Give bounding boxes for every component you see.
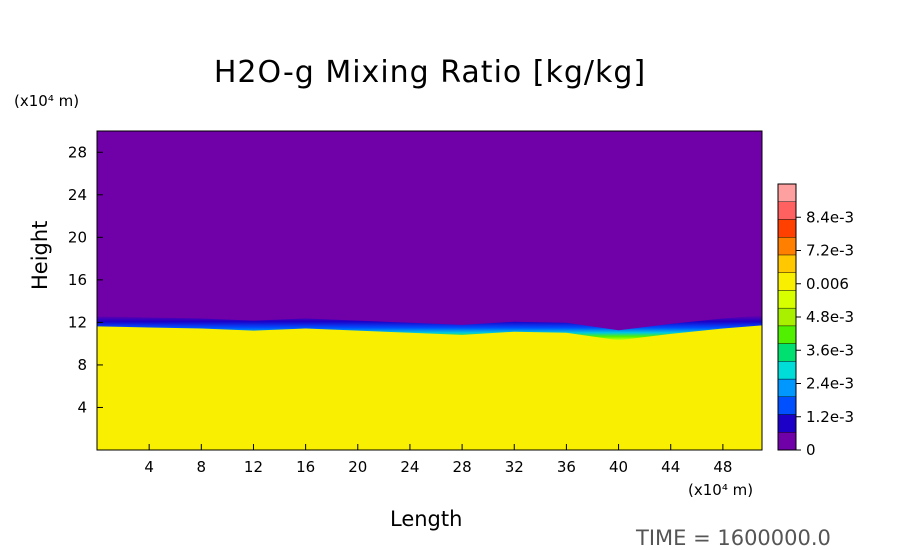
x-tick-label: 16: [296, 458, 315, 476]
y-axis-ticks: 4 8 12 16 20 24 28: [68, 143, 103, 416]
colorbar-tick-label: 8.4e-3: [806, 208, 854, 226]
colorbar-tick-label: 0: [806, 441, 816, 459]
colorbar-tick-label: 4.8e-3: [806, 308, 854, 326]
colorbar-segment: [777, 219, 797, 238]
x-axis-ticks: 4 8 12 16 20 24 28 32 36 40 44 48: [144, 444, 732, 476]
y-tick-label: 12: [68, 313, 87, 331]
colorbar-segment: [777, 290, 797, 309]
colorbar-tick-label: 7.2e-3: [806, 242, 854, 260]
y-tick-label: 24: [68, 186, 87, 204]
colorbar-tick-label: 3.6e-3: [806, 341, 854, 359]
colorbar-segment: [777, 183, 797, 202]
colorbar: 0 1.2e-3 2.4e-3 3.6e-3 4.8e-3 0.006 7.2e-3 8.4e…: [777, 183, 854, 459]
x-tick-label: 40: [609, 458, 628, 476]
y-tick-label: 4: [77, 398, 87, 416]
plot-frame: [96, 130, 763, 451]
colorbar-segment: [777, 361, 797, 380]
colorbar-segment: [777, 272, 797, 291]
colorbar-tick-label: 2.4e-3: [806, 375, 854, 393]
colorbar-segment: [777, 236, 797, 256]
x-tick-label: 36: [557, 458, 576, 476]
colorbar-segment: [777, 343, 797, 362]
x-tick-label: 20: [348, 458, 367, 476]
y-tick-label: 20: [68, 228, 87, 246]
colorbar-segment: [777, 396, 797, 415]
interface-band: [97, 315, 762, 341]
x-axis-label: Length: [390, 507, 463, 531]
chart-title: H2O-g Mixing Ratio [kg/kg]: [213, 55, 647, 90]
y-tick-label: 28: [68, 143, 87, 161]
x-tick-label: 4: [144, 458, 154, 476]
x-tick-label: 48: [713, 458, 732, 476]
x-tick-label: 8: [197, 458, 207, 476]
colorbar-segment: [777, 414, 797, 433]
plot-area: [96, 130, 763, 451]
colorbar-segment: [777, 254, 797, 273]
x-tick-label: 12: [244, 458, 263, 476]
x-tick-label: 32: [505, 458, 524, 476]
x-tick-label: 24: [400, 458, 419, 476]
colorbar-tick-label: 1.2e-3: [806, 408, 854, 426]
colorbar-segment: [777, 307, 797, 327]
colorbar-segment: [777, 432, 797, 451]
y-tick-label: 16: [68, 271, 87, 289]
x-axis-unit: (x10⁴ m): [688, 481, 754, 499]
colorbar-segment: [777, 325, 797, 344]
colorbar-segment: [777, 201, 797, 220]
colorbar-segment: [777, 378, 797, 398]
x-tick-label: 44: [661, 458, 680, 476]
colorbar-tick-label: 0.006: [806, 275, 849, 293]
x-tick-label: 28: [453, 458, 472, 476]
lower-field: [97, 321, 762, 450]
y-axis-unit: (x10⁴ m): [14, 92, 80, 110]
y-tick-label: 8: [77, 356, 87, 374]
